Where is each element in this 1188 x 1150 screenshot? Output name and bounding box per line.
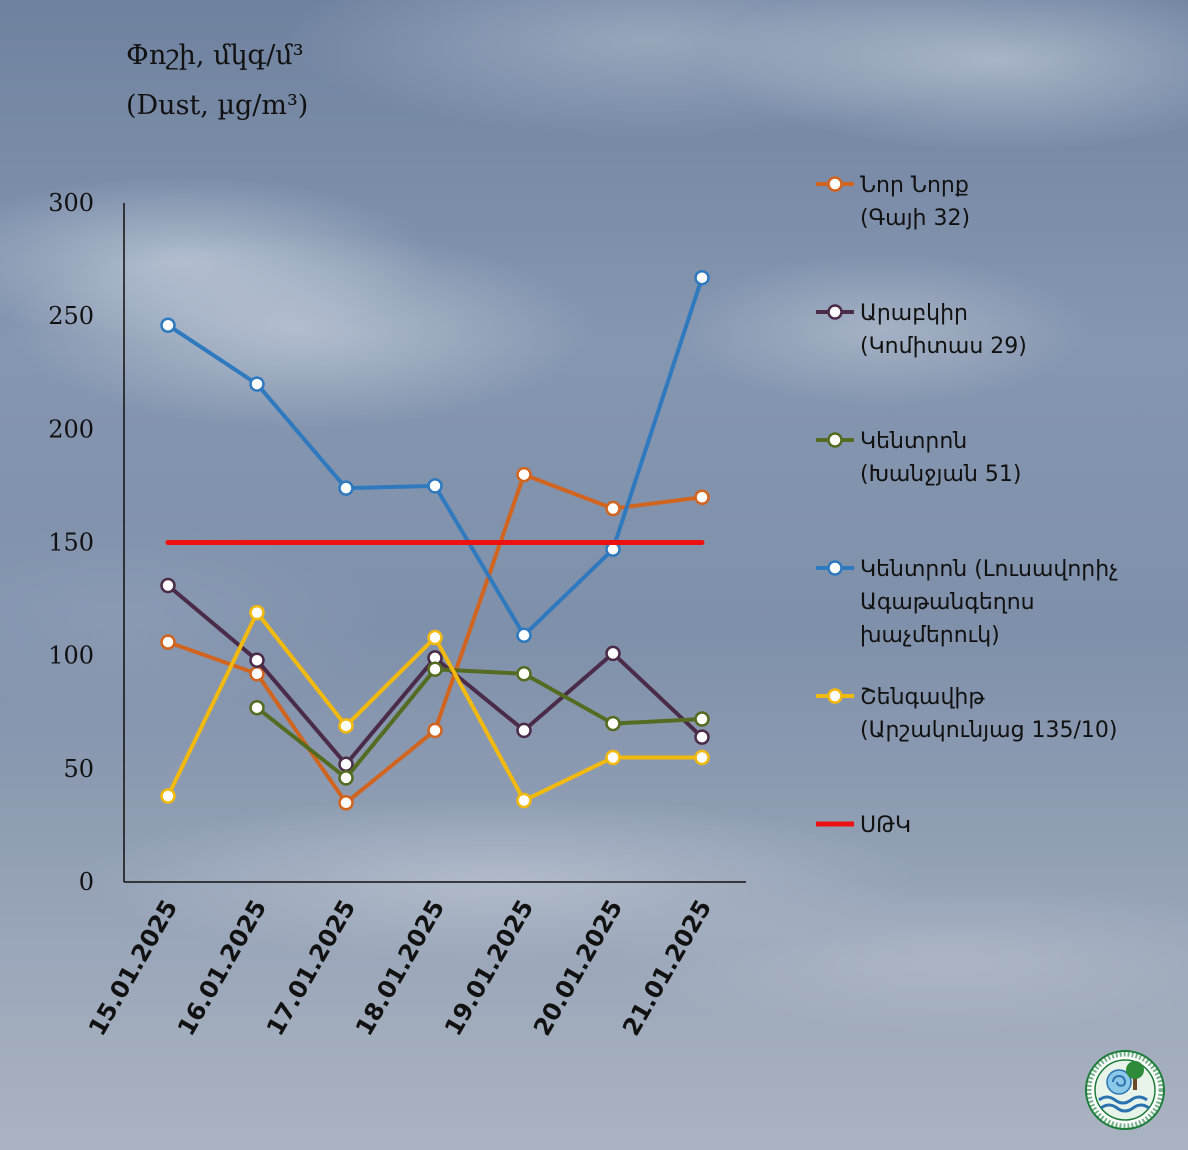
data-point: [516, 627, 532, 644]
data-point: [338, 480, 354, 496]
data-point: [427, 661, 443, 677]
x-tick-label: 21.01.2025: [617, 895, 717, 1040]
data-point: [338, 718, 354, 734]
chart-title-line-1: Փոշի, մկգ/մ³: [126, 40, 304, 71]
x-tick-label: 18.01.2025: [350, 895, 450, 1040]
data-point: [249, 666, 265, 682]
legend-label: Շենգավիթ: [860, 685, 985, 710]
chart-title-line-2: (Dust, µg/m³): [126, 90, 308, 121]
legend-label: (Կոմիտաս 29): [860, 334, 1027, 359]
legend-label: (Խանջյան 51): [860, 462, 1021, 487]
legend-swatch-marker: [827, 304, 843, 320]
data-point: [694, 749, 710, 766]
legend-label: Կենտրոն (Լուսավորիչ: [860, 557, 1118, 582]
series-line: [255, 667, 704, 780]
series-group: [160, 269, 710, 644]
data-point: [427, 629, 443, 646]
data-point: [249, 376, 265, 392]
data-point: [338, 770, 354, 786]
y-tick-label: 100: [48, 642, 94, 670]
data-point: [160, 317, 176, 333]
y-tick-label: 50: [63, 755, 94, 783]
data-point: [694, 729, 710, 745]
series-line: [166, 275, 704, 638]
data-point: [160, 634, 176, 650]
legend-label: Ագաթանգեղոս: [860, 590, 1035, 615]
data-point: [694, 489, 710, 505]
y-tick-label: 150: [48, 529, 94, 557]
legend-item: Կենտրոն (Խանջյան 51): [816, 429, 1021, 487]
x-tick-label: 15.01.2025: [83, 895, 183, 1040]
y-tick-label: 250: [48, 302, 94, 330]
data-point: [249, 604, 265, 621]
data-point: [249, 699, 265, 716]
x-axis-ticks: 15.01.202516.01.202517.01.202518.01.2025…: [83, 895, 717, 1040]
legend-label: Կենտրոն: [860, 429, 967, 454]
y-tick-label: 300: [48, 189, 94, 217]
data-point: [694, 711, 710, 727]
data-point: [605, 645, 621, 662]
data-point: [338, 795, 354, 811]
data-point: [516, 666, 532, 682]
data-point: [160, 788, 176, 804]
legend-label: ՍԹԿ: [860, 813, 911, 838]
legend-label: (Արշակունյաց 135/10): [860, 718, 1117, 743]
data-point: [427, 722, 443, 739]
x-tick-label: 16.01.2025: [172, 895, 272, 1040]
legend-label: խաչմերուկ): [860, 623, 1000, 648]
series-group: [249, 661, 710, 786]
legend-item: Արաբկիր (Կոմիտաս 29): [816, 301, 1027, 359]
x-tick-label: 17.01.2025: [261, 895, 361, 1040]
legend-label: (Գայի 32): [860, 206, 970, 231]
series-group: [160, 466, 710, 811]
legend-item: Կենտրոն (Լուսավորիչ Ագաթանգեղոս խաչմերուկ): [816, 557, 1118, 648]
y-tick-label: 200: [48, 415, 94, 443]
legend-swatch-marker: [827, 560, 843, 576]
data-point: [516, 792, 532, 809]
series-group: [160, 604, 710, 809]
data-point: [160, 577, 176, 594]
y-axis-ticks: 0 50 100 150 200 250 300: [48, 189, 94, 896]
data-point: [249, 652, 265, 668]
legend-swatch-marker: [827, 176, 843, 192]
series-group: [160, 577, 710, 773]
data-point: [694, 269, 710, 286]
data-point: [516, 722, 532, 739]
legend-label: Նոր Նորք: [860, 173, 969, 198]
x-tick-label: 19.01.2025: [439, 895, 539, 1040]
legend-item: Շենգավիթ (Արշակունյաց 135/10): [816, 685, 1117, 743]
legend-item: ՍԹԿ: [816, 813, 911, 838]
data-point: [427, 478, 443, 494]
x-tick-label: 20.01.2025: [528, 895, 628, 1040]
data-point: [605, 749, 621, 766]
legend: Նոր Նորք (Գայի 32) Արաբկիր (Կոմիտաս 29) Կենտ…: [816, 173, 1118, 838]
data-point: [605, 500, 621, 517]
legend-label: Արաբկիր: [860, 301, 968, 326]
legend-swatch-marker: [827, 432, 843, 448]
plot-area: [160, 269, 710, 811]
legend-item: Նոր Նորք (Գայի 32): [816, 173, 970, 231]
data-point: [338, 756, 354, 773]
data-point: [605, 715, 621, 732]
organization-logo: [1085, 1050, 1165, 1130]
data-point: [516, 466, 532, 483]
y-tick-label: 0: [79, 868, 94, 896]
legend-swatch-marker: [827, 688, 843, 704]
